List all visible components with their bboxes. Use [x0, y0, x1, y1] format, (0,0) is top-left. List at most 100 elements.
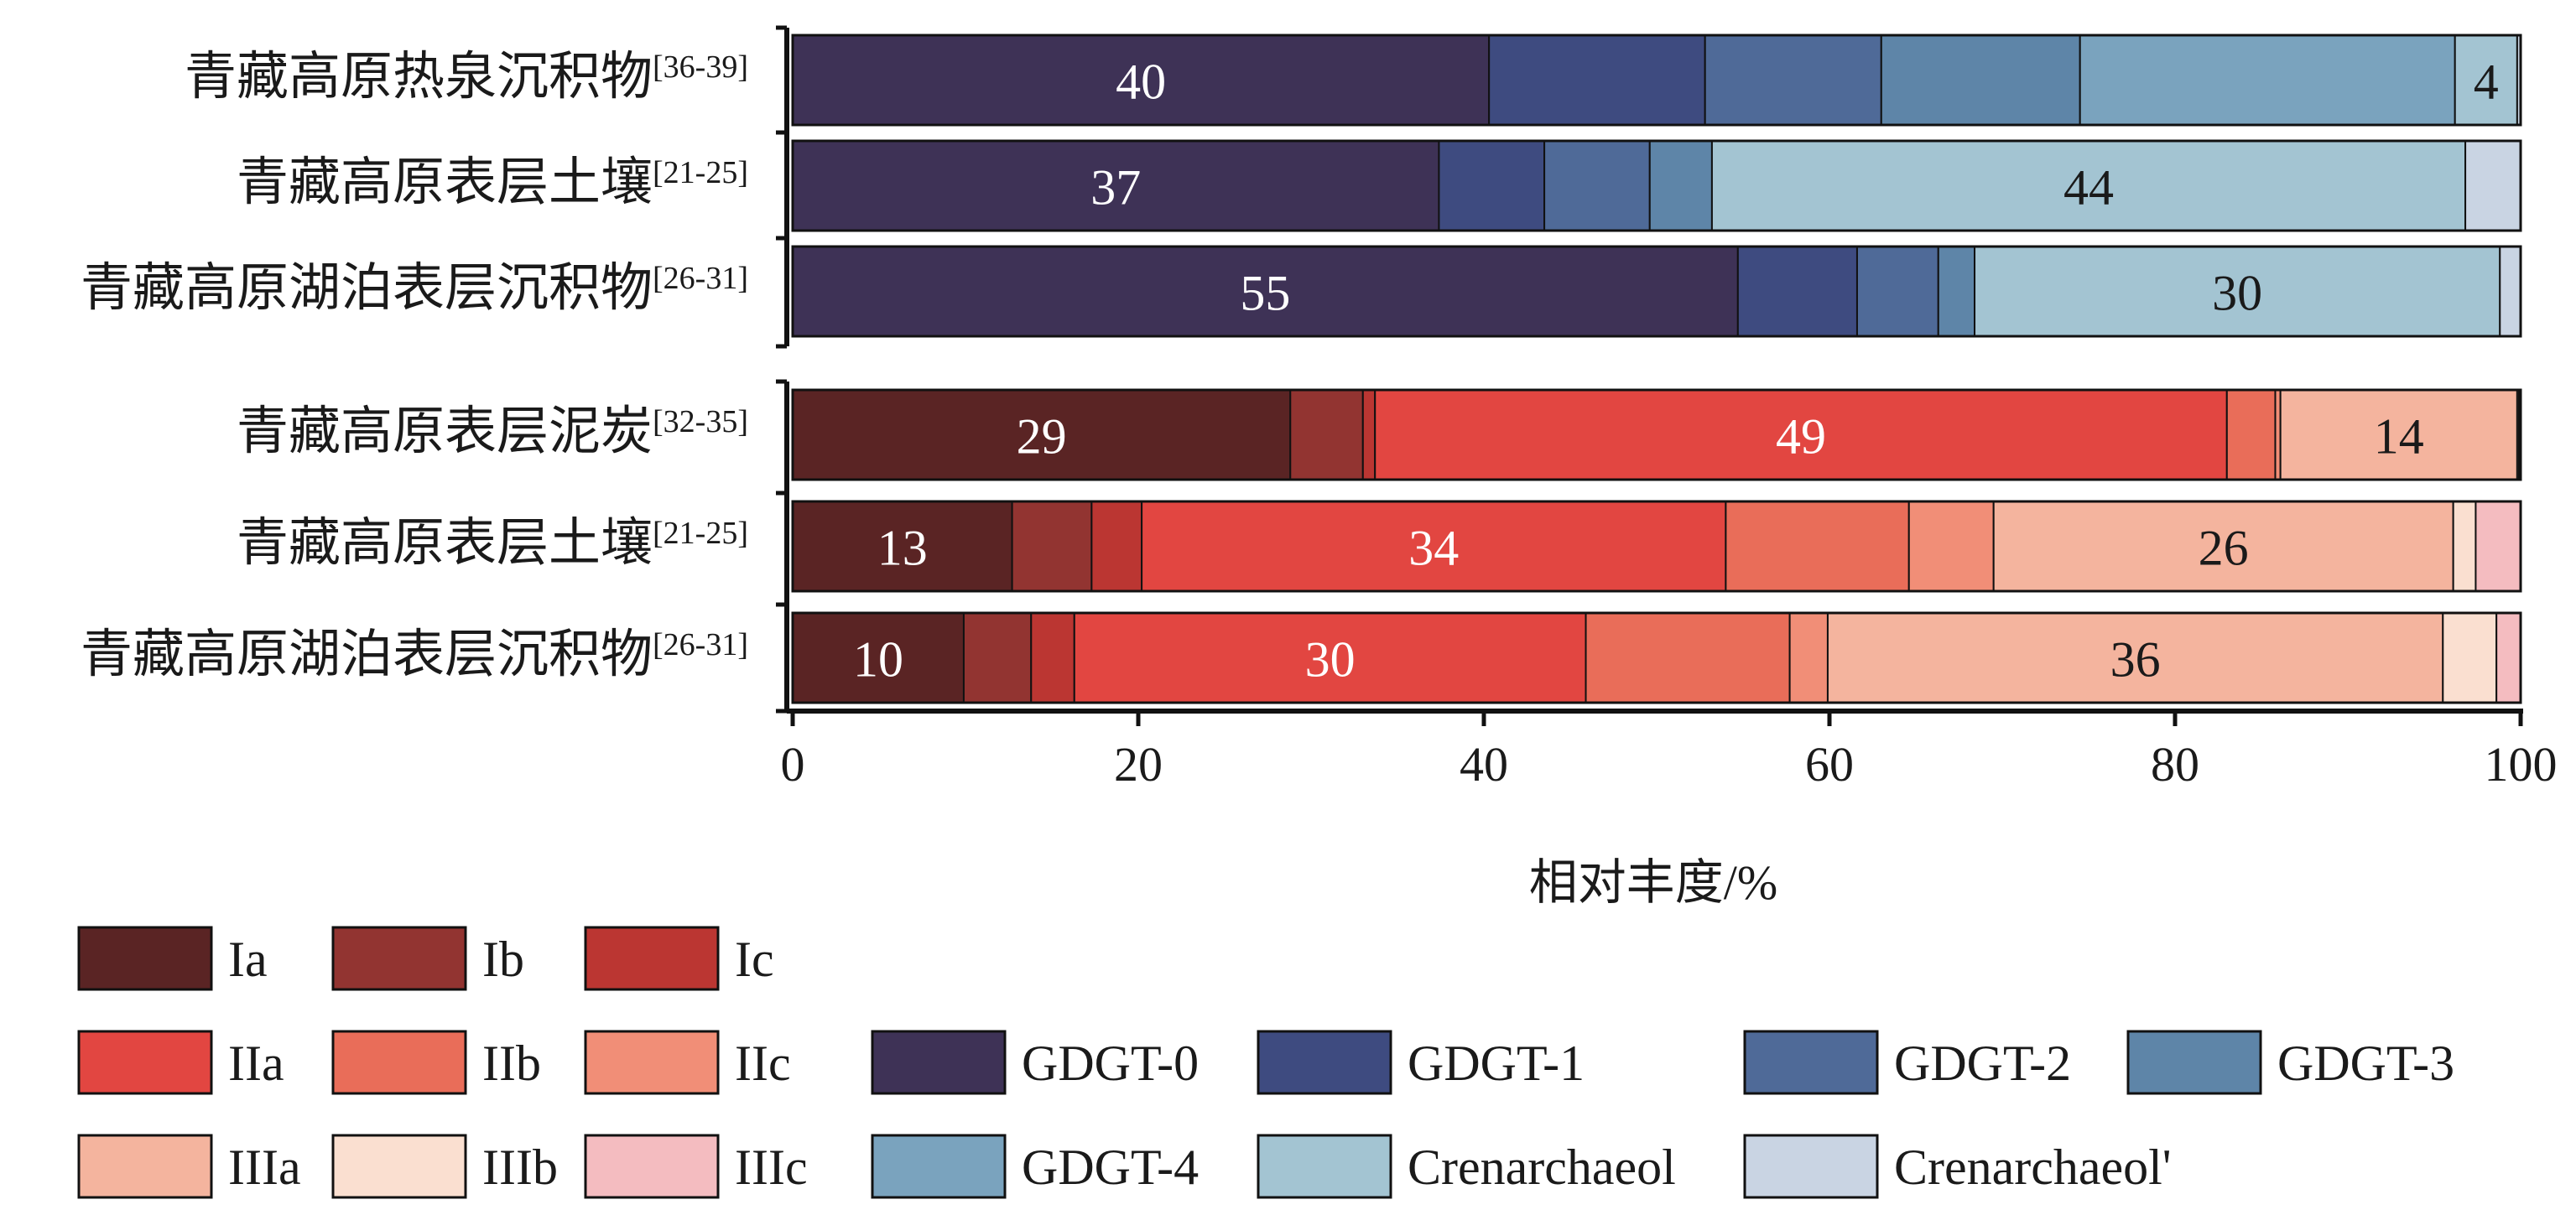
x-tick-label: 0 [781, 737, 805, 792]
legend-swatch [871, 1030, 1007, 1095]
bar-segment-gdgt-3 [1880, 34, 2081, 126]
row-label-ref: [26-31] [653, 261, 748, 296]
legend-swatch [1257, 1134, 1392, 1199]
legend-label: IIb [482, 1036, 541, 1091]
legend-swatch [2126, 1030, 2262, 1095]
bars-layer: 40 4 37 44 55 30 29 49 14 13 34 26 10 30 36 [791, 34, 2522, 704]
data-label: 14 [2374, 409, 2424, 465]
bar-segment-gdgt-3 [1648, 140, 1713, 231]
bar-segment-iib [1585, 612, 1791, 704]
row-labels-layer: 青藏高原热泉沉积物[36-39]青藏高原表层土壤[21-25]青藏高原湖泊表层沉… [81, 45, 748, 684]
data-label: 34 [1408, 521, 1459, 576]
legend-label: Crenarchaeol' [1894, 1140, 2172, 1195]
bar-segment-crenarchaeol [2454, 34, 2518, 126]
legend-item-ib: Ib [331, 926, 524, 991]
x-tick-label: 20 [1114, 737, 1163, 792]
x-tick-label: 80 [2151, 737, 2199, 792]
legend-swatch [331, 926, 467, 991]
row-label-name: 青藏高原湖泊表层沉积物 [81, 257, 653, 318]
bar-outline [791, 34, 2522, 127]
data-label: 44 [2063, 160, 2114, 215]
bar-segment-iia [1073, 612, 1587, 704]
bar-segment-iic [1907, 501, 1995, 592]
bar-outline [791, 139, 2522, 232]
row-label-name: 青藏高原湖泊表层沉积物 [81, 623, 653, 684]
row-label-name: 青藏高原热泉沉积物 [185, 45, 653, 106]
x-tick-label: 100 [2485, 737, 2558, 792]
bar-segment-crenarchaeol-prime [2464, 140, 2522, 231]
bar-segment-ia [792, 501, 1013, 592]
bar-segment-ic [1030, 612, 1075, 704]
legend-item-iiia: IIIa [77, 1134, 301, 1199]
legend-swatch [584, 1030, 720, 1095]
bar-segment-ib [962, 612, 1033, 704]
data-label: 49 [1776, 409, 1826, 465]
legend-label: GDGT-0 [1022, 1036, 1199, 1091]
legend-item-gdgt-3: GDGT-3 [2126, 1030, 2454, 1095]
row-label-ref: [36-39] [653, 49, 748, 85]
bar-segment-ib [1289, 389, 1364, 480]
legend-label: IIIa [228, 1140, 301, 1195]
legend-label: GDGT-3 [2277, 1036, 2454, 1091]
bar-segment-crenarchaeol [1710, 140, 2467, 231]
bar-segment-iib [1725, 501, 1910, 592]
row-label-ref: [32-35] [653, 404, 748, 439]
data-label: 55 [1240, 266, 1290, 321]
legend-item-ic: Ic [584, 926, 774, 991]
legend-label: Ib [482, 932, 524, 987]
bar-segment-iia [1374, 389, 2228, 480]
legend-item-gdgt-1: GDGT-1 [1257, 1030, 1585, 1095]
row-label-ref: [21-25] [653, 155, 748, 190]
data-label: 30 [1305, 632, 1356, 688]
legend-swatch [331, 1030, 467, 1095]
bar-segment-ic [1090, 501, 1143, 592]
bar-segment-ib [1011, 501, 1093, 592]
legend-label: IIIb [482, 1140, 558, 1195]
bar-outline [791, 500, 2522, 593]
legend-item-iiib: IIIb [331, 1134, 558, 1199]
legend-item-iic: IIc [584, 1030, 791, 1095]
bar-segment-gdgt-0 [792, 34, 1491, 126]
legend-label: Ic [735, 932, 774, 987]
legend-item-gdgt-0: GDGT-0 [871, 1030, 1199, 1095]
bar-segment-gdgt-2 [1704, 34, 1882, 126]
bar-segment-iia [1141, 501, 1727, 592]
legend-label: IIIc [735, 1140, 808, 1195]
legend-item-gdgt-4: GDGT-4 [871, 1134, 1199, 1199]
legend-label: Crenarchaeol [1408, 1140, 1676, 1195]
x-axis-title: 相对丰度/% [1529, 855, 1777, 910]
bar-segment-gdgt-1 [1736, 246, 1858, 337]
bar-segment-iiia [1826, 612, 2444, 704]
data-label: 4 [2474, 55, 2499, 110]
bar-segment-gdgt-0 [792, 140, 1440, 231]
legend-swatch [331, 1134, 467, 1199]
legend: Ia Ib Ic IIa IIb IIc GDGT-0 GDGT-1 GDGT-2 GDGT-3 I… [77, 926, 2454, 1199]
row-label: 青藏高原热泉沉积物[36-39] [185, 45, 748, 106]
row-label: 青藏高原湖泊表层沉积物[26-31] [81, 623, 748, 684]
legend-swatch [1257, 1030, 1392, 1095]
bar-segment-gdgt-3 [1937, 246, 1976, 337]
data-label: 30 [2212, 266, 2262, 321]
legend-item-iiic: IIIc [584, 1134, 808, 1199]
legend-swatch [1743, 1030, 1879, 1095]
row-label-name: 青藏高原表层土壤 [237, 151, 653, 212]
row-label-ref: [21-25] [653, 516, 748, 551]
bar-segment-gdgt-0 [792, 246, 1739, 337]
bar-segment-crenarchaeol-prime [2499, 246, 2522, 337]
bar-segment-iiib [2452, 501, 2477, 592]
legend-item-iib: IIb [331, 1030, 541, 1095]
bar-segment-ic [1361, 389, 1376, 480]
legend-item-crenarchaeol: Crenarchaeol [1257, 1134, 1676, 1199]
legend-label: GDGT-2 [1894, 1036, 2071, 1091]
bar-segment-ia [792, 389, 1292, 480]
bar-segment-gdgt-1 [1438, 140, 1546, 231]
legend-item-gdgt-2: GDGT-2 [1743, 1030, 2071, 1095]
legend-label: IIa [228, 1036, 284, 1091]
row-label: 青藏高原表层土壤[21-25] [237, 151, 748, 212]
bar-segment-gdgt-2 [1543, 140, 1651, 231]
bar-outline [791, 388, 2522, 481]
data-label: 29 [1017, 409, 1067, 465]
legend-label: IIc [735, 1036, 791, 1091]
x-axis: 0 20 40 60 80 100 [776, 25, 2558, 792]
legend-item-ia: Ia [77, 926, 268, 991]
